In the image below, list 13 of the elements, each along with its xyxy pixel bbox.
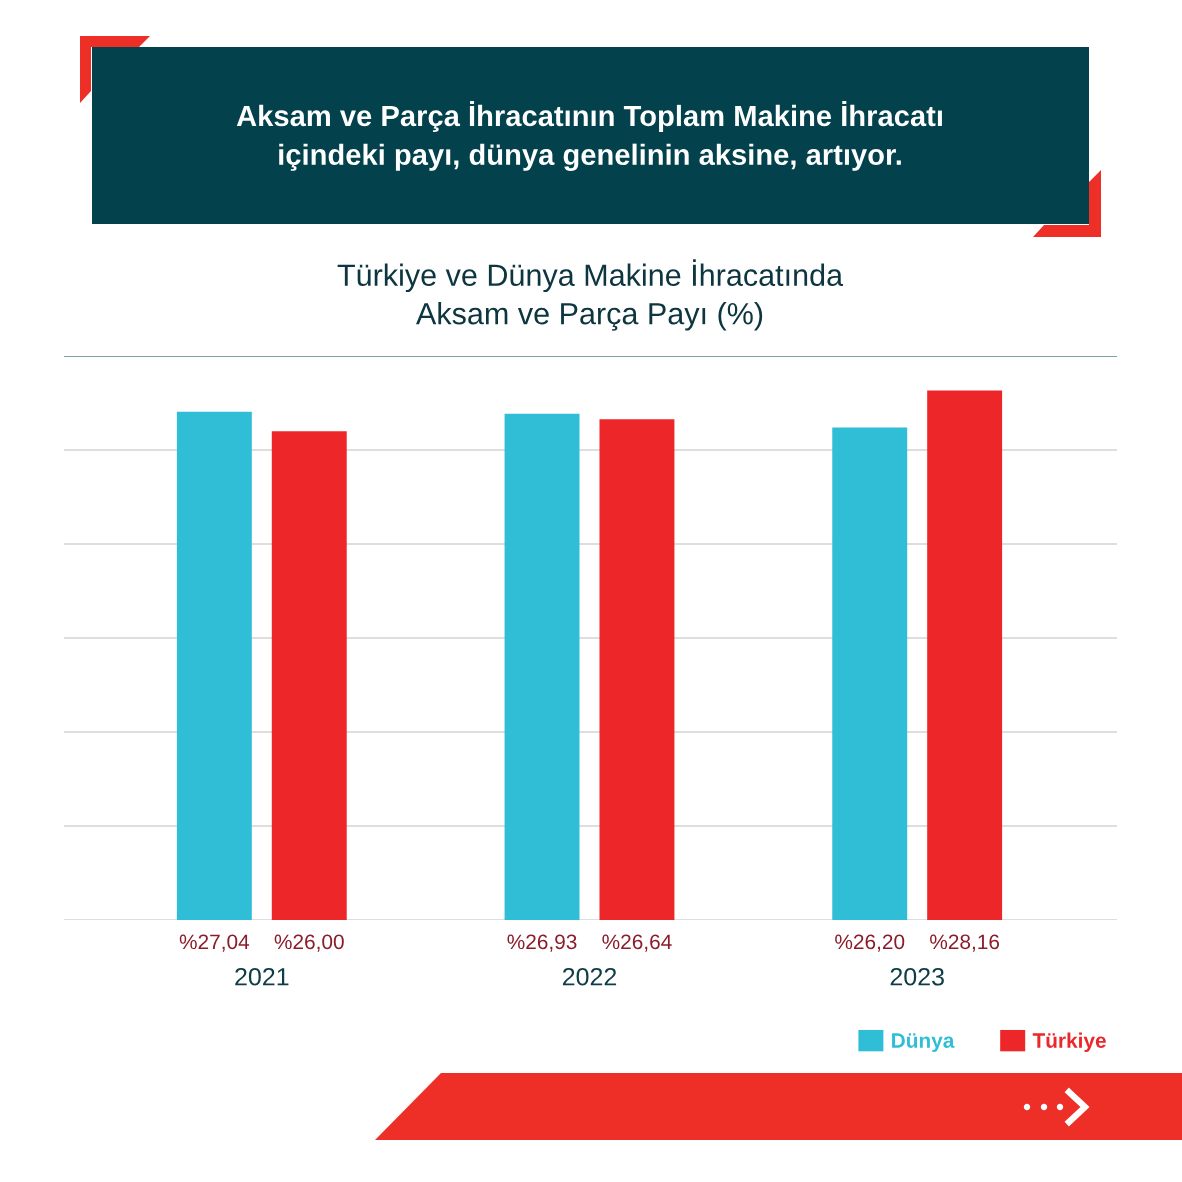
data-label: %26,93 — [507, 934, 577, 952]
x-tick-label: 2023 — [890, 967, 944, 986]
data-label: %26,64 — [602, 934, 672, 952]
x-tick-label: 2022 — [562, 967, 617, 986]
x-tick-label: 2021 — [235, 967, 289, 986]
data-label: %27,04 — [179, 934, 250, 952]
data-label: %26,00 — [274, 934, 344, 952]
data-label: %28,16 — [930, 934, 1000, 952]
chart-title: Aksam ve Parça İhracatının Toplam Makine İhracatı içindeki payı, dünya genelinin aksine, artıyor. — [236, 101, 942, 171]
data-label: %26,20 — [835, 934, 905, 952]
legend-label: Dünya — [892, 1033, 955, 1052]
legend-label: Türkiye — [1032, 1032, 1106, 1052]
chart-subtitle: Türkiye ve Dünya Makine İhracatında Aksam ve Parça Payı (%) — [337, 259, 844, 331]
